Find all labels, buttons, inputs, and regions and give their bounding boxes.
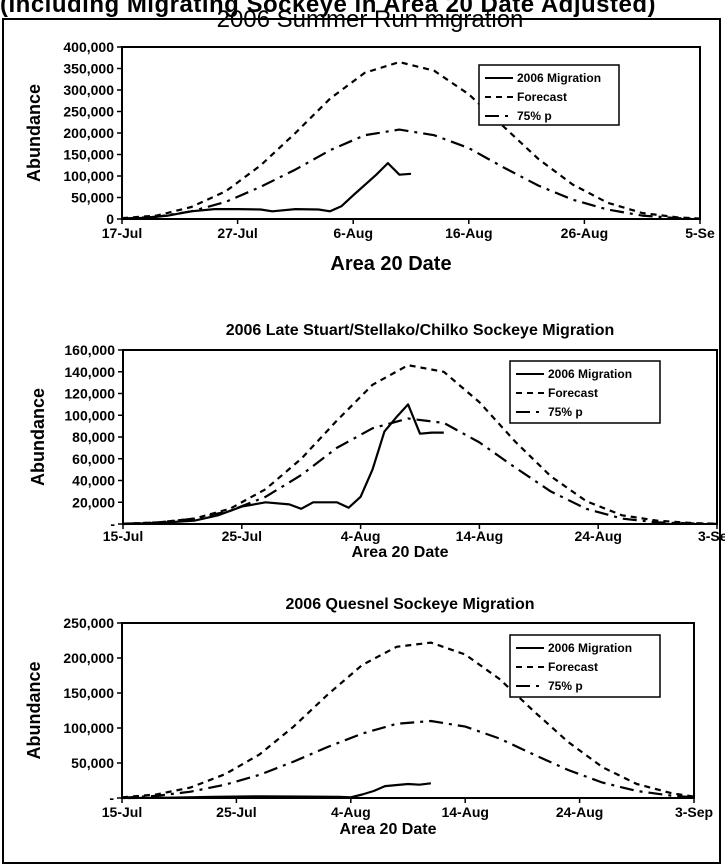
x-tick-label: 4-Aug <box>341 528 381 544</box>
x-axis-label: Area 20 Date <box>340 821 437 838</box>
x-tick-label: 15-Jul <box>102 804 142 820</box>
legend-label: 2006 Migration <box>517 71 601 85</box>
chart-quesnel: 2006 Quesnel Sockeye Migration - 50,000 100… <box>0 590 725 860</box>
x-tick-label: 25-Jul <box>216 804 256 820</box>
x-tick-label: 3-Sep <box>675 804 713 820</box>
x-tick-label: 24-Aug <box>556 804 603 820</box>
x-tick-label: 6-Aug <box>333 225 373 241</box>
y-tick-label: 80,000 <box>72 429 115 445</box>
legend-label: 75% p <box>548 679 583 693</box>
series-line-2 <box>121 60 701 220</box>
y-tick-label: 50,000 <box>71 755 114 771</box>
chart-title: 2006 Quesnel Sockeye Migration <box>286 596 535 613</box>
x-tick-label: 5-Se <box>685 225 715 241</box>
x-tick-label: 25-Jul <box>222 528 262 544</box>
y-tick-label: 20,000 <box>72 494 115 510</box>
y-axis-label: Abundance <box>28 388 48 486</box>
series-line-1 <box>121 782 432 800</box>
chart-late-stuart: 2006 Late Stuart/Stellako/Chilko Sockeye… <box>0 316 725 576</box>
y-tick-label: - <box>110 516 115 532</box>
y-tick-label: 60,000 <box>72 451 115 467</box>
x-tick-label: 14-Aug <box>441 804 488 820</box>
x-tick-label: 3-Sep <box>698 528 725 544</box>
y-tick-label: 40,000 <box>72 473 115 489</box>
header-strip-text: (Including Migrating Sockeye in Area 20 … <box>0 0 657 18</box>
y-tick-label: 400,000 <box>63 39 114 55</box>
x-axis-label: Area 20 Date <box>352 544 449 561</box>
series-line-1 <box>122 403 444 526</box>
y-tick-label: 350,000 <box>63 61 114 77</box>
y-tick-label: 300,000 <box>63 82 114 98</box>
legend-label: 75% p <box>548 405 583 419</box>
chart-summer-run: 2006 Summer Run migration 0 50,000 100,000 1… <box>0 6 725 293</box>
y-tick-label: 200,000 <box>63 650 114 666</box>
y-tick-label: 50,000 <box>71 190 114 206</box>
x-tick-label: 4-Aug <box>331 804 371 820</box>
y-tick-label: 160,000 <box>64 342 115 358</box>
y-tick-label: 120,000 <box>64 386 115 402</box>
x-tick-label: 27-Jul <box>217 225 257 241</box>
legend-label: Forecast <box>548 386 598 400</box>
chart-late-stuart-svg: 2006 Late Stuart/Stellako/Chilko Sockeye… <box>28 322 725 561</box>
series-line-3 <box>122 417 718 525</box>
y-axis-label: Abundance <box>24 661 44 759</box>
y-tick-label: 200,000 <box>63 125 114 141</box>
y-tick-label: 250,000 <box>63 104 114 120</box>
plot-area <box>121 622 695 799</box>
x-tick-label: 14-Aug <box>456 528 503 544</box>
y-tick-label: 100,000 <box>63 168 114 184</box>
legend-box <box>509 634 661 698</box>
x-tick-label: 24-Aug <box>574 528 621 544</box>
y-tick-label: 140,000 <box>64 364 115 380</box>
figure-frame <box>2 18 721 864</box>
y-tick-label: 0 <box>106 211 114 227</box>
series-line-3 <box>121 719 695 799</box>
legend-box <box>509 360 661 424</box>
series-line-2 <box>122 364 718 525</box>
chart-title: 2006 Late Stuart/Stellako/Chilko Sockeye… <box>226 322 615 339</box>
y-tick-label: 100,000 <box>63 720 114 736</box>
legend-label: 75% p <box>517 109 552 123</box>
series-line-3 <box>121 128 701 220</box>
x-axis-label: Area 20 Date <box>330 253 451 275</box>
legend-label: Forecast <box>548 660 598 674</box>
x-tick-label: 15-Jul <box>103 528 143 544</box>
x-tick-label: 26-Aug <box>561 225 608 241</box>
chart-title: 2006 Summer Run migration <box>217 6 524 33</box>
series-line-1 <box>121 162 412 221</box>
series-line-2 <box>121 641 695 799</box>
header-strip: (Including Migrating Sockeye in Area 20 … <box>0 0 725 20</box>
chart-quesnel-svg: 2006 Quesnel Sockeye Migration - 50,000 100… <box>24 596 713 838</box>
y-tick-label: 250,000 <box>63 615 114 631</box>
y-tick-label: 150,000 <box>63 147 114 163</box>
legend-label: 2006 Migration <box>548 641 632 655</box>
legend-box <box>478 64 620 126</box>
y-tick-label: - <box>109 790 114 806</box>
x-tick-label: 16-Aug <box>445 225 492 241</box>
legend-label: Forecast <box>517 90 567 104</box>
chart-summer-run-svg: 2006 Summer Run migration 0 50,000 100,000 1… <box>24 6 715 275</box>
legend-label: 2006 Migration <box>548 367 632 381</box>
y-tick-label: 100,000 <box>64 407 115 423</box>
y-tick-label: 150,000 <box>63 685 114 701</box>
x-tick-label: 17-Jul <box>102 225 142 241</box>
y-axis-label: Abundance <box>24 84 44 182</box>
